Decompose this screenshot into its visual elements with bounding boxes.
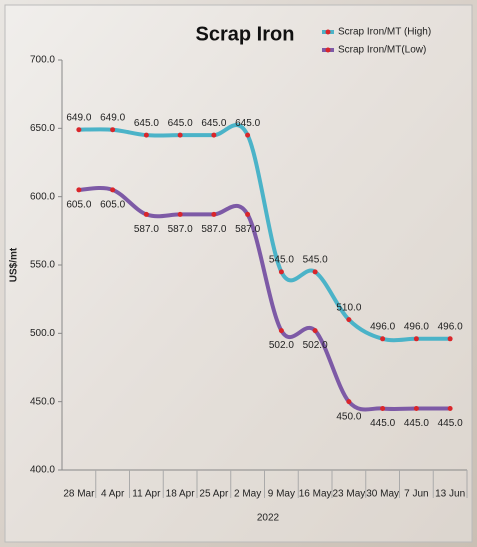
data-label: 496.0	[370, 321, 395, 332]
x-tick-label: 25 Apr	[199, 489, 229, 500]
data-point	[143, 211, 149, 217]
data-label: 545.0	[269, 254, 294, 265]
y-tick-label: 400.0	[30, 465, 55, 476]
data-label: 587.0	[235, 224, 260, 235]
data-point	[211, 211, 217, 217]
chart-title: Scrap Iron	[196, 23, 295, 45]
data-point	[76, 187, 82, 193]
x-tick-label: 28 Mar	[63, 489, 95, 500]
data-point	[278, 328, 284, 334]
data-point	[110, 187, 116, 193]
data-label: 545.0	[303, 254, 328, 265]
x-tick-label: 13 Jun	[435, 489, 465, 500]
x-tick-label: 18 Apr	[166, 489, 196, 500]
data-point	[278, 269, 284, 275]
legend-label: Scrap Iron/MT(Low)	[338, 45, 426, 56]
data-label: 605.0	[66, 199, 91, 210]
chart-frame	[4, 4, 473, 543]
x-tick-label: 30 May	[366, 489, 399, 500]
data-label: 587.0	[134, 224, 159, 235]
y-tick-label: 600.0	[30, 191, 55, 202]
data-point	[346, 317, 352, 323]
x-tick-label: 16 May	[299, 489, 332, 500]
y-tick-label: 700.0	[30, 55, 55, 66]
y-tick-label: 550.0	[30, 260, 55, 271]
legend-marker	[325, 47, 331, 53]
data-label: 510.0	[336, 302, 361, 313]
data-point	[177, 211, 183, 217]
data-label: 502.0	[269, 340, 294, 351]
data-point	[413, 406, 419, 411]
data-point	[211, 132, 217, 138]
data-point	[312, 269, 318, 275]
data-label: 645.0	[201, 118, 226, 129]
x-tick-label: 9 May	[268, 489, 295, 500]
data-point	[312, 328, 318, 334]
data-point	[380, 406, 386, 411]
data-label: 587.0	[201, 224, 226, 235]
data-point	[110, 127, 116, 133]
legend-marker	[325, 29, 331, 35]
data-point	[76, 127, 82, 133]
x-axis-title: 2022	[257, 513, 280, 524]
data-label: 445.0	[438, 418, 463, 429]
y-tick-label: 450.0	[30, 396, 55, 407]
x-tick-label: 11 Apr	[132, 489, 161, 500]
data-label: 645.0	[168, 118, 193, 129]
data-point	[380, 336, 386, 342]
data-point	[177, 132, 183, 138]
data-label: 445.0	[370, 418, 395, 429]
data-label: 649.0	[100, 112, 125, 123]
x-tick-label: 2 May	[234, 489, 261, 500]
data-point	[245, 132, 251, 138]
data-point	[143, 132, 149, 138]
x-tick-label: 23 May	[332, 489, 365, 500]
data-label: 445.0	[404, 418, 429, 429]
data-point	[447, 336, 453, 342]
data-label: 605.0	[100, 199, 125, 210]
y-axis-title: US$/mt	[9, 247, 20, 282]
x-tick-label: 4 Apr	[101, 489, 125, 500]
data-label: 450.0	[336, 411, 361, 422]
y-tick-label: 500.0	[30, 328, 55, 339]
data-label: 645.0	[235, 118, 260, 129]
data-label: 496.0	[404, 321, 429, 332]
data-label: 649.0	[66, 112, 91, 123]
data-label: 502.0	[303, 340, 328, 351]
data-label: 587.0	[168, 224, 193, 235]
data-point	[346, 399, 352, 405]
data-label: 645.0	[134, 118, 159, 129]
data-label: 496.0	[438, 321, 463, 332]
x-tick-label: 7 Jun	[404, 489, 428, 500]
data-point	[245, 211, 251, 217]
data-point	[447, 406, 453, 411]
legend-label: Scrap Iron/MT (High)	[338, 27, 431, 38]
data-point	[413, 336, 419, 342]
y-tick-label: 650.0	[30, 123, 55, 134]
